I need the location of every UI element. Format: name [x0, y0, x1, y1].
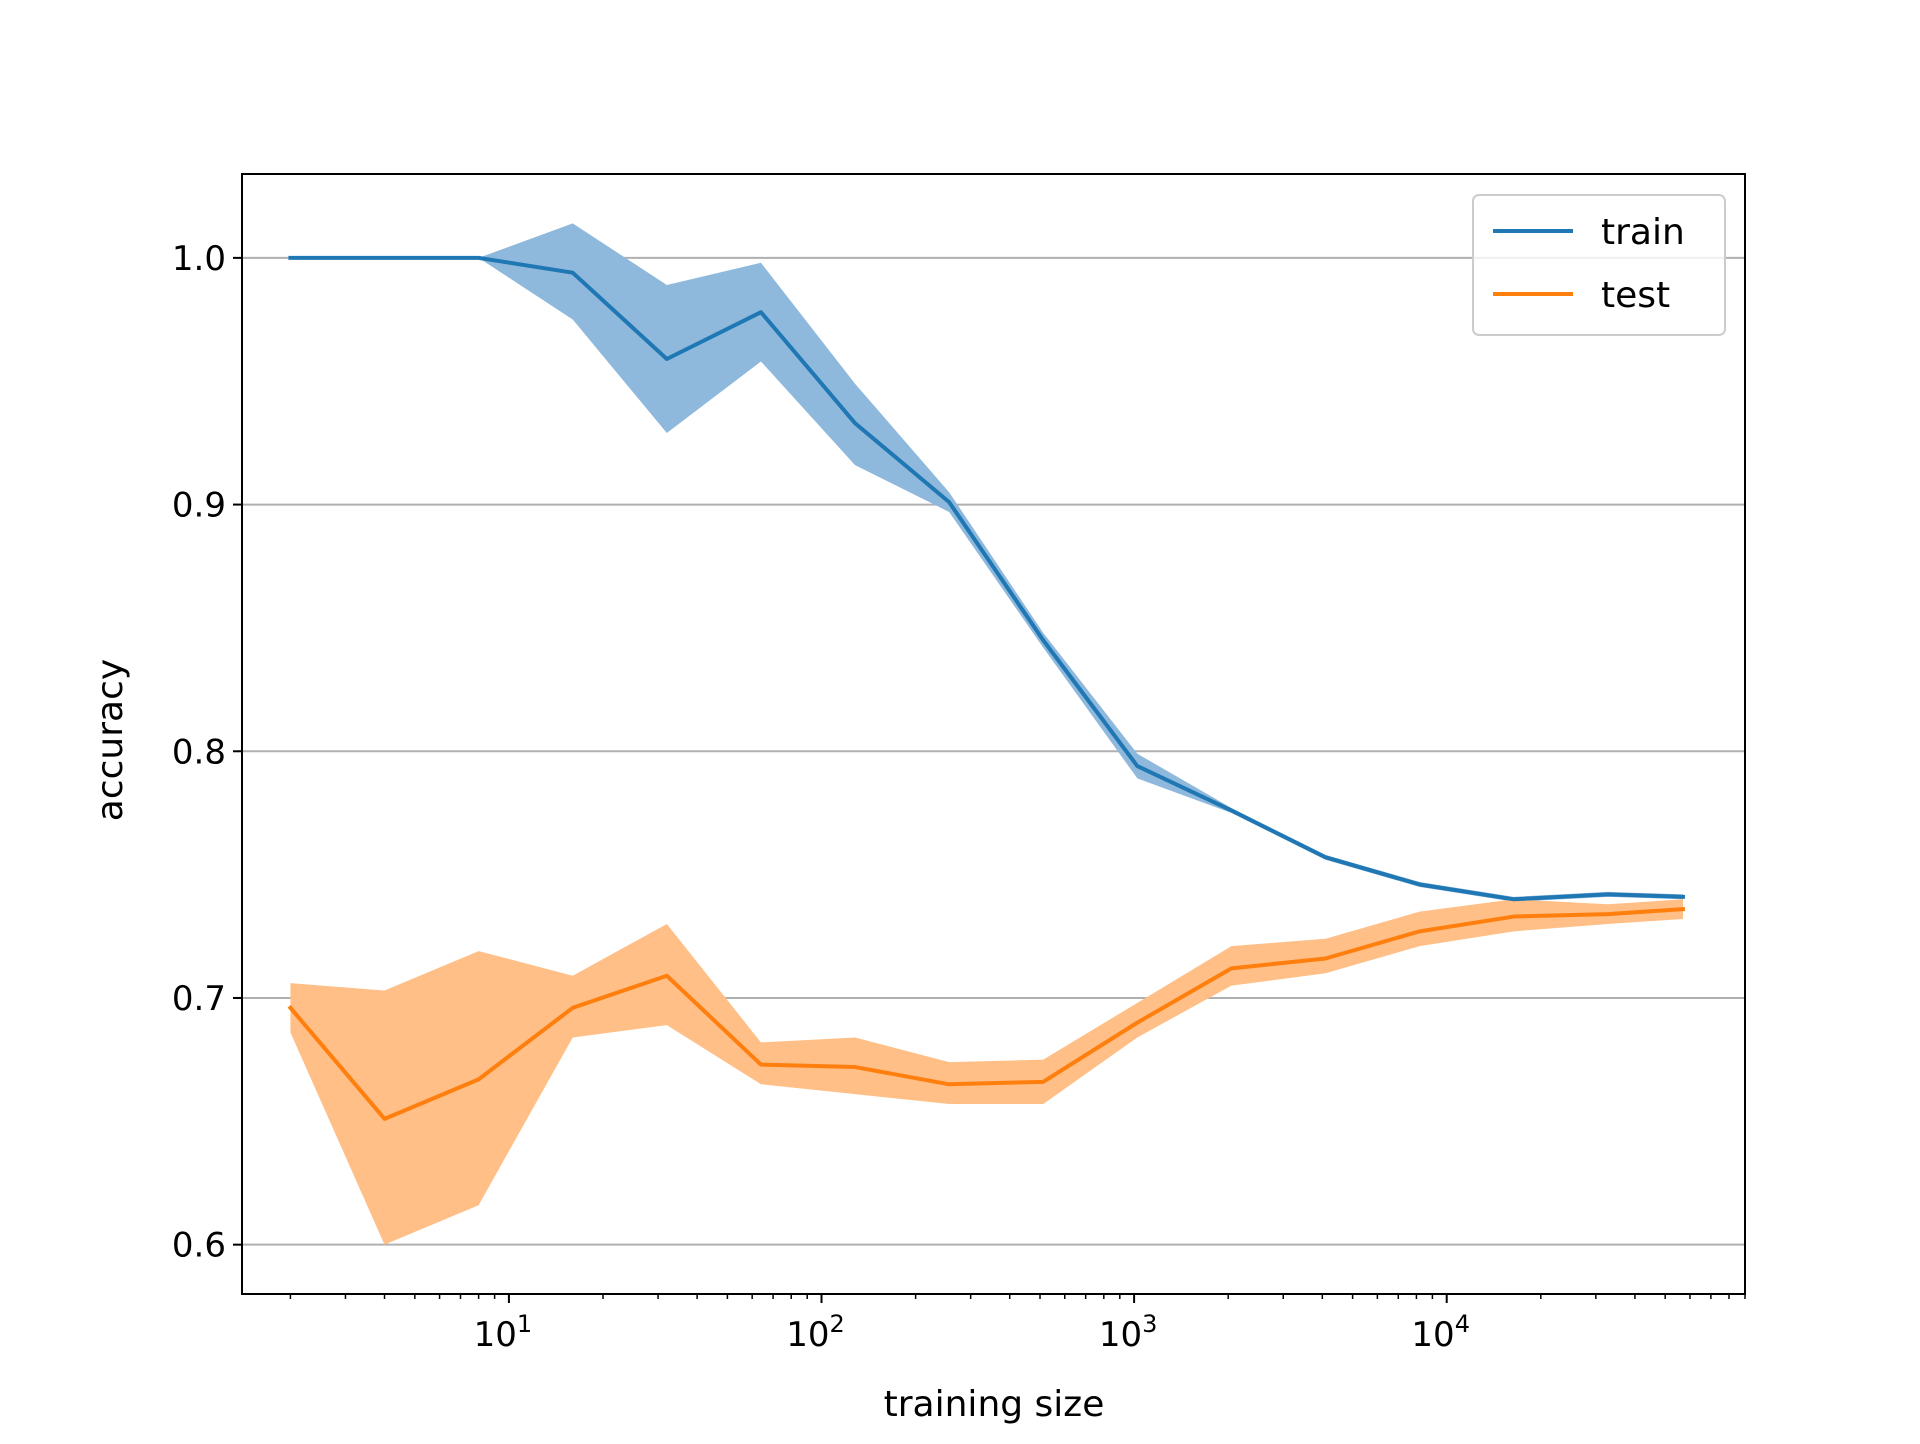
plot-frame	[241, 173, 1746, 1295]
test-band	[290, 899, 1683, 1245]
y-tick-label: 0.7	[172, 979, 226, 1019]
y-axis-label: accuracy	[90, 659, 131, 821]
axes: 0.6 0.7 0.8 0.9 1.0 101 102 103 104	[172, 173, 1746, 1355]
x-tick-label: 101	[474, 1310, 533, 1355]
test-line	[287, 907, 1686, 1121]
train-line	[288, 255, 1686, 902]
x-axis-label: training size	[884, 1384, 1105, 1425]
y-tick-label: 0.9	[172, 486, 226, 526]
confidence-bands	[290, 223, 1683, 1245]
x-tick-label: 103	[1099, 1310, 1158, 1355]
y-tick-label: 1.0	[172, 239, 226, 279]
x-tick-label: 104	[1411, 1310, 1470, 1355]
y-tick-label: 0.6	[172, 1226, 226, 1266]
y-tick-label: 0.8	[172, 732, 226, 772]
legend: train test	[1472, 194, 1726, 336]
train-band	[290, 223, 1683, 902]
legend-label-test: test	[1601, 275, 1670, 316]
series-lines	[287, 255, 1686, 1121]
x-tick-label: 102	[786, 1310, 845, 1355]
legend-label-train: train	[1601, 212, 1685, 253]
legend-box	[1472, 194, 1726, 336]
